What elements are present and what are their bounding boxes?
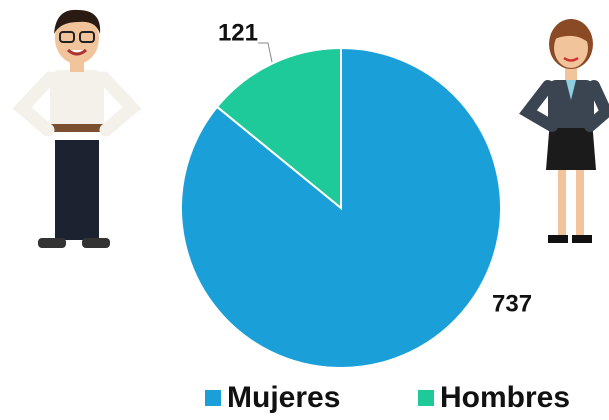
data-label: 737	[492, 290, 532, 317]
data-label: 121	[218, 19, 258, 46]
legend-swatch	[418, 390, 434, 406]
woman-illustration	[519, 19, 609, 243]
leader-line	[258, 42, 273, 63]
pie-slice	[215, 46, 342, 211]
man-illustration	[12, 9, 142, 248]
legend-swatch	[205, 390, 221, 406]
legend-label: Mujeres	[227, 381, 340, 414]
legend-label: Hombres	[440, 381, 570, 414]
